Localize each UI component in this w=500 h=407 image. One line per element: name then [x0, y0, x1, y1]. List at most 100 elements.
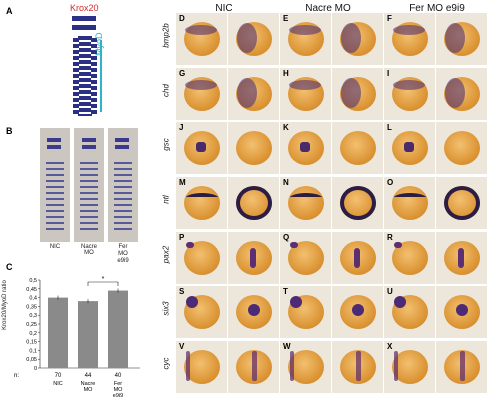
c-ytick-label: 0,45 [26, 287, 37, 293]
c-ytick-label: 0,1 [29, 348, 37, 354]
embryo-photo-k-right [332, 122, 383, 174]
embryo-photo-s-left: S [176, 286, 227, 338]
embryo-photo-f-right [436, 13, 487, 65]
embryo-photo-p-left: P [176, 232, 227, 284]
c-n-label: n: [14, 373, 19, 379]
c-significance-star: * [102, 276, 105, 283]
row-label-cyc: cyc [161, 357, 171, 370]
somite-column-left [73, 38, 79, 114]
row-label-bmp2b: bmp2b [161, 23, 171, 48]
embryo-photo-h-right [332, 68, 383, 120]
panel-letter-s: S [179, 287, 185, 296]
embryo-photo-e-right [332, 13, 383, 65]
c-category-label-1: MO [84, 387, 94, 393]
c-n-value-2: 40 [115, 373, 122, 379]
panel-label-a: A [6, 6, 13, 16]
embryo-photo-t-left: T [280, 286, 331, 338]
c-ytick-label: 0 [34, 366, 37, 372]
c-ytick-label: 0,4 [29, 296, 37, 302]
embryo-photo-f-left: F [384, 13, 435, 65]
c-chart: 0 0,05 0,1 0,15 0,2 0,25 0,3 0,35 0,4 0,45 0,5 70 NI… [14, 276, 140, 399]
embryo-photo-p-right [228, 232, 279, 284]
c-ytick-label: 0,3 [29, 313, 37, 319]
c-category-label-2: MO [114, 387, 124, 393]
embryo-photo-j-right [228, 122, 279, 174]
panel-letter-x: X [387, 342, 393, 351]
c-category-label-1: Nacre [81, 381, 96, 387]
embryo-photo-r-right [436, 232, 487, 284]
panel-letter-t: T [283, 287, 288, 296]
row-label-pax2: pax2 [161, 245, 171, 264]
panel-letter-r: R [387, 233, 393, 242]
panel-letter-h: H [283, 69, 289, 78]
c-ytick-label: 0,25 [26, 322, 37, 328]
embryo-photo-q-right [332, 232, 383, 284]
c-bar-1 [78, 301, 98, 368]
embryo-photo-i-left: I [384, 68, 435, 120]
panel-letter-n: N [283, 178, 289, 187]
panel-letter-g: G [179, 69, 186, 78]
embryo-photo-t-right [332, 286, 383, 338]
panel-letter-f: F [387, 14, 392, 23]
panel-letter-o: O [387, 178, 394, 187]
b-caption-nic: NIC [49, 244, 61, 250]
embryo-photo-o-left: O [384, 177, 435, 229]
embryo-photo-v-left: V [176, 341, 227, 393]
krox20-stripe-2 [72, 25, 96, 30]
embryo-photo-m-left: M [176, 177, 227, 229]
c-category-label-0: NIC [53, 381, 63, 387]
b-photo-nacre [74, 128, 104, 242]
panel-letter-u: U [387, 287, 393, 296]
embryo-photo-n-right [332, 177, 383, 229]
embryo-photo-u-right [436, 286, 487, 338]
b-photo-nic [40, 128, 70, 242]
c-n-value-1: 44 [85, 373, 92, 379]
row-label-six3: six3 [161, 301, 171, 316]
embryo-photo-h-left: H [280, 68, 331, 120]
embryo-photo-s-right [228, 286, 279, 338]
embryo-photo-k-left: K [280, 122, 331, 174]
panel-letter-l: L [387, 123, 392, 132]
embryo-photo-n-left: N [280, 177, 331, 229]
panel-label-c: C [6, 262, 13, 272]
panel-letter-w: W [283, 342, 291, 351]
c-category-label-2: Fer [114, 381, 122, 387]
embryo-photo-g-left: G [176, 68, 227, 120]
b-caption-fer: Fer MO e9i9 [117, 244, 129, 264]
panel-letter-q: Q [283, 233, 290, 242]
embryo-photo-d-left: D [176, 13, 227, 65]
c-ytick-label: 0,35 [26, 304, 37, 310]
embryo-photo-u-left: U [384, 286, 435, 338]
embryo-photo-l-left: L [384, 122, 435, 174]
panel-letter-e: E [283, 14, 289, 23]
embryo-photo-x-right [436, 341, 487, 393]
embryo-photo-o-right [436, 177, 487, 229]
embryo-photo-d-right [228, 13, 279, 65]
embryo-photo-w-left: W [280, 341, 331, 393]
panel-letter-v: V [179, 342, 185, 351]
embryo-photo-i-right [436, 68, 487, 120]
embryo-photo-x-left: X [384, 341, 435, 393]
myod-bracket [100, 40, 102, 112]
c-category-label-2: e9i9 [113, 393, 123, 399]
row-label-ntl: ntl [161, 195, 171, 204]
c-ytick-label: 0,2 [29, 331, 37, 337]
krox20-label: Krox20 [70, 3, 99, 13]
col-header-nacre: Nacre MO [305, 3, 351, 14]
panel-label-b: B [6, 126, 13, 136]
c-significance-bracket [87, 281, 119, 286]
panel-letter-i: I [387, 69, 390, 78]
krox20-stripe-1 [72, 16, 96, 21]
embryo-photo-r-left: R [384, 232, 435, 284]
embryo-photo-j-left: J [176, 122, 227, 174]
panel-letter-j: J [179, 123, 184, 132]
embryo-photo-l-right [436, 122, 487, 174]
embryo-photo-e-left: E [280, 13, 331, 65]
embryo-photo-v-right [228, 341, 279, 393]
panel-letter-d: D [179, 14, 185, 23]
row-label-chd: chd [161, 84, 171, 97]
c-ytick-label: 0,05 [26, 357, 37, 363]
somite-column [78, 36, 92, 116]
embryo-photo-g-right [228, 68, 279, 120]
c-bar-2 [108, 290, 128, 368]
